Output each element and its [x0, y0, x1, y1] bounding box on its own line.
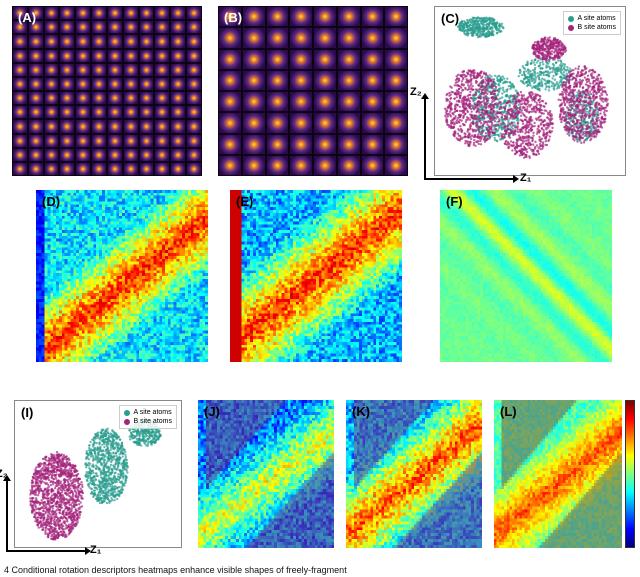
- legend-b-text: B site atoms: [133, 417, 172, 426]
- caption-fragment: 4 Conditional rotation descriptors heatm…: [4, 565, 347, 575]
- panel-j-label: (J): [204, 404, 220, 419]
- panel-i-label: (I): [21, 405, 33, 420]
- panel-b-label: (B): [224, 10, 242, 25]
- legend-b-text: B site atoms: [577, 23, 616, 32]
- panel-f-label: (F): [446, 194, 463, 209]
- legend-row: A site atoms: [568, 14, 616, 23]
- legend-swatch-b: [124, 419, 130, 425]
- panel-f: (F): [440, 190, 612, 362]
- axis-arrow-x-i: [6, 550, 86, 552]
- panel-i: (I) A site atoms B site atoms: [14, 400, 182, 548]
- panel-e: (E): [230, 190, 402, 362]
- panel-b: (B): [218, 6, 408, 176]
- panel-c-legend: A site atoms B site atoms: [563, 11, 621, 35]
- panel-a-label: (A): [18, 10, 36, 25]
- axis-c-y: Z₂: [410, 86, 422, 98]
- panel-a: (A): [12, 6, 202, 176]
- panel-d: (D): [36, 190, 208, 362]
- panel-j: (J): [198, 400, 334, 548]
- scatter-c: (C) A site atoms B site atoms: [434, 6, 626, 176]
- panel-k-label: (K): [352, 404, 370, 419]
- axis-i-y: Z₂: [0, 468, 8, 480]
- axis-arrow-y-i: [6, 480, 8, 550]
- axis-c-x: Z₁: [520, 172, 531, 184]
- legend-swatch-b: [568, 25, 574, 31]
- panel-l-label: (L): [500, 404, 517, 419]
- legend-row: B site atoms: [568, 23, 616, 32]
- lattice-b: [218, 6, 408, 176]
- legend-row: B site atoms: [124, 417, 172, 426]
- legend-row: A site atoms: [124, 408, 172, 417]
- panel-d-label: (D): [42, 194, 60, 209]
- heatmap-e: [230, 190, 402, 362]
- legend-swatch-a: [124, 410, 130, 416]
- heatmap-j: [198, 400, 334, 548]
- panel-c: (C) A site atoms B site atoms: [434, 6, 626, 176]
- heatmap-f: [440, 190, 612, 362]
- colorbar: [625, 400, 635, 548]
- axis-arrow-y-c: [424, 98, 426, 178]
- legend-a-text: A site atoms: [577, 14, 615, 23]
- panel-k: (K): [346, 400, 482, 548]
- axis-i-x: Z₁: [90, 544, 101, 556]
- legend-a-text: A site atoms: [133, 408, 171, 417]
- lattice-a: [12, 6, 202, 176]
- figure: (A) (B) (C) A site atoms B site atoms: [0, 0, 640, 577]
- heatmap-k: [346, 400, 482, 548]
- axis-arrow-x-c: [424, 178, 514, 180]
- heatmap-d: [36, 190, 208, 362]
- heatmap-l: [494, 400, 622, 548]
- scatter-i: (I) A site atoms B site atoms: [14, 400, 182, 548]
- panel-i-legend: A site atoms B site atoms: [119, 405, 177, 429]
- panel-c-label: (C): [441, 11, 459, 26]
- legend-swatch-a: [568, 16, 574, 22]
- panel-e-label: (E): [236, 194, 253, 209]
- panel-l: (L): [494, 400, 622, 548]
